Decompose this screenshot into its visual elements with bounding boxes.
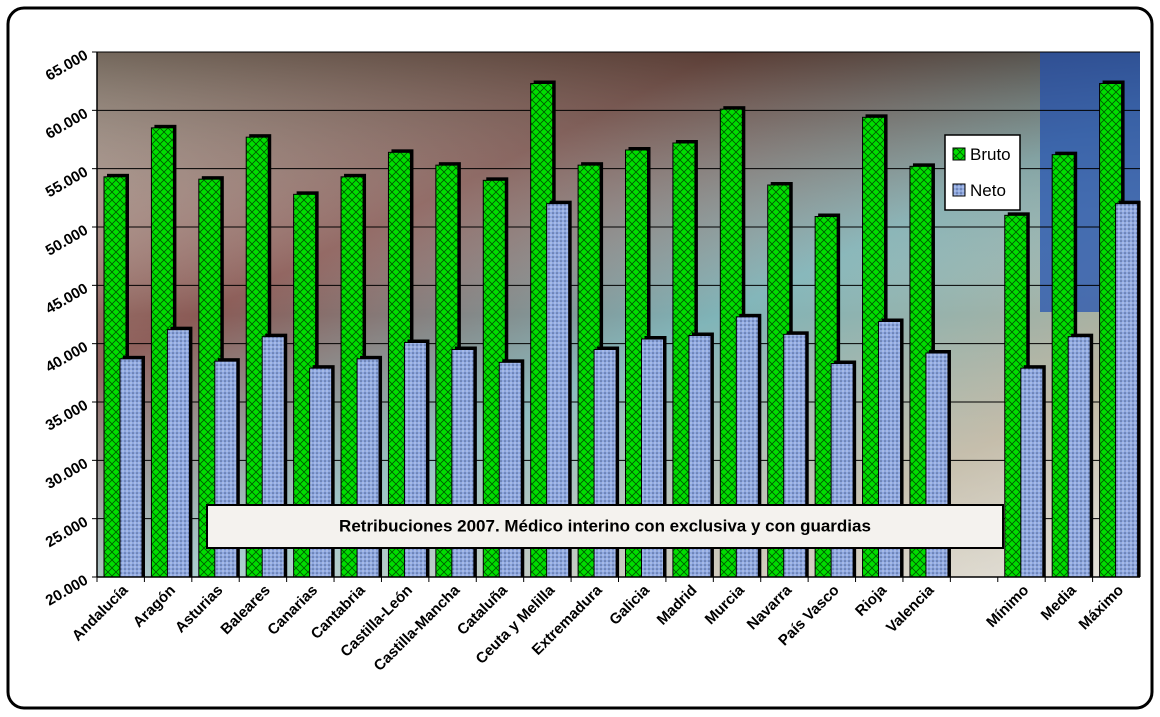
legend-label: Bruto [970,145,1011,164]
legend-swatch [952,183,966,197]
bar [1115,203,1139,578]
legend-swatch [952,147,966,161]
bar [1020,367,1044,578]
chart-title: Retribuciones 2007. Médico interino con … [339,516,871,535]
bar [119,358,143,578]
legend-label: Neto [970,181,1006,200]
bar [166,329,190,578]
title-box [206,504,1004,549]
legend-entries: Bruto Neto [952,145,1011,200]
bar [1067,336,1091,578]
